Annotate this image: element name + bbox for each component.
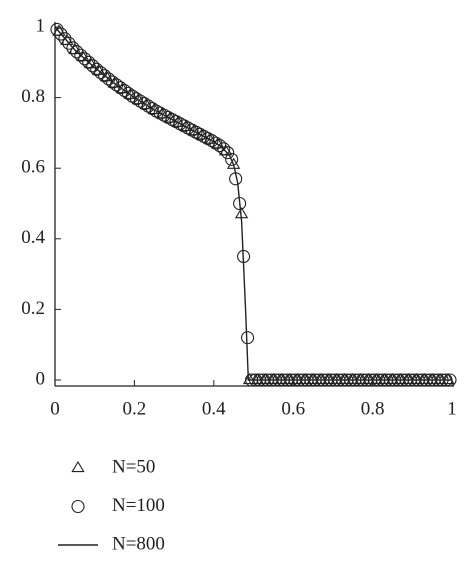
circle-marker bbox=[86, 59, 100, 73]
x-tick-label: 0 bbox=[50, 398, 60, 419]
triangle-marker bbox=[385, 372, 400, 385]
triangle-marker bbox=[425, 372, 439, 385]
y-tick-label: 0.6 bbox=[21, 157, 45, 178]
triangle-marker bbox=[266, 372, 281, 385]
triangle-marker bbox=[377, 372, 392, 385]
triangle-marker bbox=[441, 372, 455, 385]
y-tick-label: 0.8 bbox=[21, 86, 45, 107]
triangle-marker bbox=[314, 372, 328, 385]
circle-marker bbox=[90, 62, 104, 76]
triangle-marker bbox=[306, 372, 320, 385]
circle-marker bbox=[133, 94, 147, 108]
x-tick-label: 0.2 bbox=[123, 398, 147, 419]
circle-marker bbox=[82, 55, 96, 69]
circle-marker bbox=[94, 65, 108, 80]
triangle-marker bbox=[282, 372, 296, 385]
triangle-marker bbox=[258, 372, 273, 385]
circle-marker bbox=[54, 27, 68, 41]
triangle-marker bbox=[346, 372, 360, 385]
circle-marker bbox=[125, 89, 139, 103]
triangle-marker bbox=[338, 372, 352, 385]
circle-marker bbox=[66, 41, 80, 55]
circle-marker bbox=[221, 146, 235, 160]
circle-marker bbox=[78, 52, 92, 66]
circle-marker bbox=[50, 22, 64, 37]
x-tick-label: 0.6 bbox=[281, 398, 305, 419]
circle-marker bbox=[58, 32, 72, 46]
triangle-marker bbox=[354, 372, 368, 385]
triangle-marker bbox=[393, 372, 408, 385]
circle-marker bbox=[98, 69, 112, 83]
legend-label: N=50 bbox=[112, 456, 155, 477]
series-line bbox=[54, 26, 452, 381]
triangle-marker bbox=[409, 372, 423, 385]
triangle-marker bbox=[369, 372, 384, 385]
y-tick-label: 0.4 bbox=[21, 227, 45, 248]
circle-marker bbox=[205, 134, 219, 148]
legend-label: N=800 bbox=[112, 533, 165, 554]
triangle-marker bbox=[322, 372, 336, 385]
triangle-marker bbox=[417, 372, 431, 385]
legend-marker bbox=[71, 460, 85, 473]
y-tick-label: 0.2 bbox=[21, 298, 45, 319]
circle-marker bbox=[240, 331, 255, 345]
circle-marker bbox=[74, 48, 88, 62]
triangle-marker bbox=[330, 372, 344, 385]
circle-marker bbox=[129, 92, 143, 106]
circle-marker bbox=[141, 99, 155, 113]
y-tick-label: 1 bbox=[36, 15, 46, 36]
circle-marker bbox=[137, 97, 151, 111]
circle-marker bbox=[225, 152, 239, 166]
x-tick-label: 0.8 bbox=[361, 398, 385, 419]
x-tick-label: 0.4 bbox=[202, 398, 226, 419]
circle-marker bbox=[145, 101, 159, 116]
circle-marker bbox=[213, 139, 227, 153]
y-tick-label: 0 bbox=[36, 368, 46, 389]
circle-marker bbox=[70, 45, 84, 59]
x-tick-label: 1 bbox=[447, 398, 457, 419]
legend-marker bbox=[71, 499, 85, 514]
triangle-marker bbox=[361, 372, 376, 385]
triangle-marker bbox=[250, 372, 265, 385]
triangle-marker bbox=[290, 372, 304, 385]
triangle-marker bbox=[401, 372, 415, 385]
legend-label: N=100 bbox=[112, 495, 165, 516]
triangle-marker bbox=[433, 372, 447, 385]
triangle-marker bbox=[242, 372, 257, 385]
circle-marker bbox=[217, 142, 231, 156]
circle-marker bbox=[62, 36, 76, 50]
triangle-marker bbox=[298, 372, 312, 385]
triangle-marker bbox=[274, 372, 288, 385]
